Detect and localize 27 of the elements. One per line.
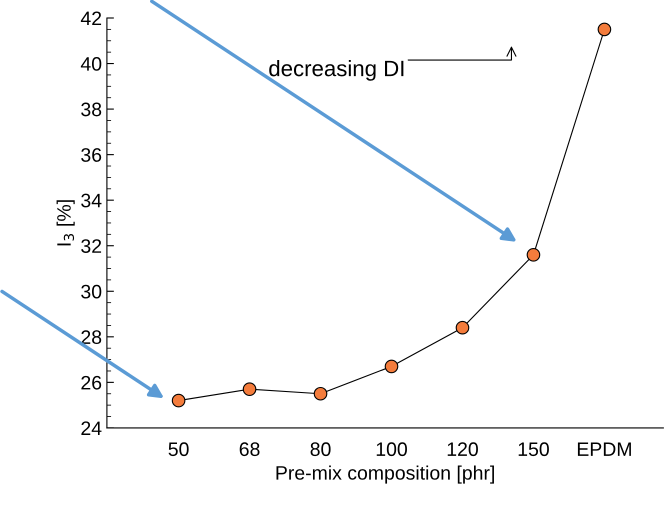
point [314,386,328,401]
point [526,248,540,262]
y-tick-label: 40 [80,57,102,71]
y-tick-label: 28 [81,330,102,344]
y-tick-label: 24 [81,421,102,435]
y-axis-title: I$_{3}$ [%] [56,200,75,246]
x-tick-label: 50 [168,442,189,456]
x-tick-label: 80 [310,442,331,456]
y-tick-label: 30 [81,284,102,299]
x-tick-label: 150 [518,442,549,456]
y-tick-label: 38 [81,102,102,116]
point [456,320,470,335]
x-axis-title: Pre-mix composition [phr] [276,465,494,484]
x-tick-label: 68 [240,442,260,456]
annotation: decreasing DI [269,60,404,81]
y-tick-label: 32 [81,239,102,253]
y-tick-label: 26 [81,376,102,390]
point [598,22,612,36]
point [172,394,186,408]
y-tick-label: 36 [81,148,102,162]
x-tick-label: EPDM [578,442,631,456]
point [242,382,256,396]
y-tick-label: 42 [80,11,102,26]
point [384,360,398,374]
y-tick-label: 34 [81,194,102,208]
x-tick-label: 120 [448,442,478,456]
x-tick-label: 100 [376,442,407,456]
